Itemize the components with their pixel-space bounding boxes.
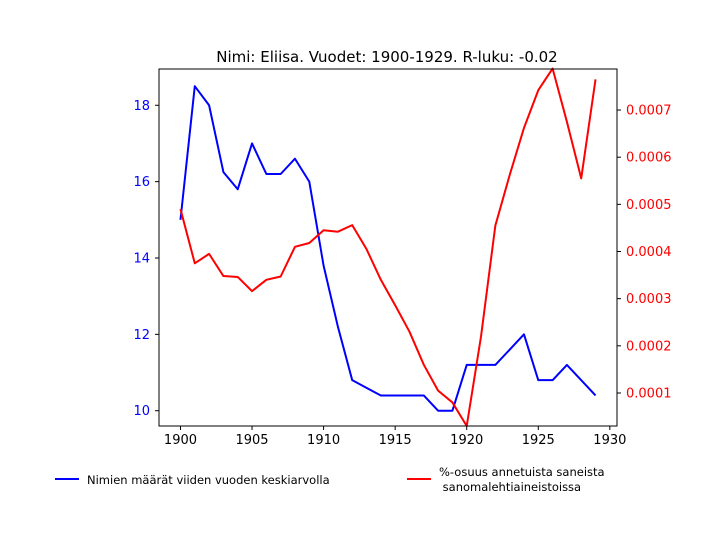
y-right-tick-label: 0.0004 [626, 245, 672, 260]
x-tick-label: 1905 [235, 433, 268, 448]
plot-frame [158, 68, 618, 427]
y-right-tick-label: 0.0005 [626, 198, 672, 213]
legend-label-share-line1: %-osuus annetuista saneista [439, 465, 605, 479]
series-line-counts [179, 85, 597, 412]
plot-lines [179, 67, 597, 427]
y-right-tick-label: 0.0003 [626, 292, 672, 307]
x-axis: 1900 1905 1910 1915 1920 1925 1930 [164, 426, 626, 448]
y-left-tick-label: 14 [133, 252, 150, 267]
y-right-tick-label: 0.0001 [626, 386, 672, 401]
legend-label-share-line2: sanomalehtiaineistoissa [439, 480, 581, 494]
x-tick-label: 1920 [450, 433, 483, 448]
chart-title: Nimi: Eliisa. Vuodet: 1900-1929. R-luku:… [216, 48, 557, 66]
x-tick-label: 1900 [164, 433, 197, 448]
x-tick-label: 1925 [522, 433, 555, 448]
y-right-tick-label: 0.0002 [626, 339, 672, 354]
x-tick-label: 1930 [593, 433, 626, 448]
legend: Nimien määrät viiden vuoden keskiarvolla… [55, 465, 605, 494]
x-tick-label: 1915 [379, 433, 412, 448]
y-left-tick-label: 18 [133, 99, 150, 114]
x-tick-label: 1910 [307, 433, 340, 448]
series-line-share [179, 67, 597, 427]
y-axis-left: 10 12 14 16 18 [133, 99, 159, 419]
y-right-tick-label: 0.0006 [626, 151, 672, 166]
y-right-tick-label: 0.0007 [626, 104, 672, 119]
y-left-tick-label: 16 [133, 175, 150, 190]
legend-label-counts: Nimien määrät viiden vuoden keskiarvolla [87, 473, 330, 487]
y-axis-right: 0.0001 0.0002 0.0003 0.0004 0.0005 0.0006 0.00… [617, 104, 672, 401]
y-left-tick-label: 10 [133, 404, 150, 419]
y-left-tick-label: 12 [133, 328, 150, 343]
